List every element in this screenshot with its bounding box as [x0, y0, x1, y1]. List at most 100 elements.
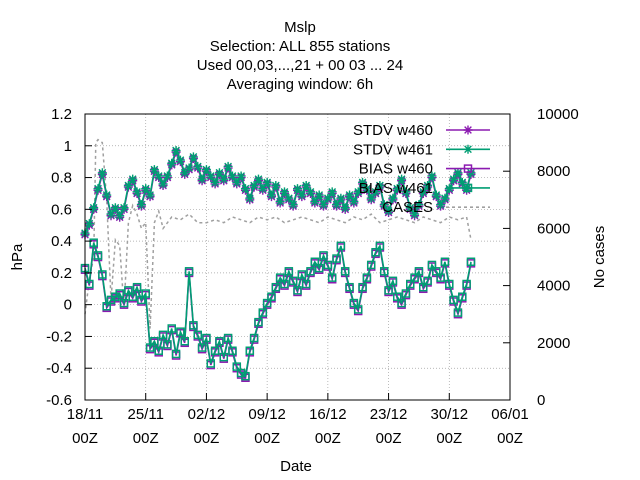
data-point-square: [171, 349, 181, 359]
x-tick-label-date: 02/12: [188, 406, 226, 423]
data-point-star: [214, 168, 224, 178]
data-point-star: [379, 200, 389, 210]
data-point-star: [123, 181, 133, 190]
data-point-square: [388, 276, 398, 286]
data-point-star: [440, 193, 450, 203]
data-point-star: [449, 174, 459, 184]
y-tick-label: 1.2: [51, 106, 72, 123]
series-line: [84, 138, 472, 329]
data-point-star: [253, 174, 263, 184]
x-tick-label-date: 30/12: [431, 406, 469, 423]
data-point-square: [228, 346, 237, 355]
x-tick-label-hour: 00Z: [315, 430, 341, 447]
data-point-star: [345, 190, 355, 200]
data-point-square: [267, 292, 276, 301]
data-point-star: [310, 196, 320, 206]
x-tick-label-hour: 00Z: [376, 430, 402, 447]
data-point-square: [202, 333, 211, 343]
data-point-square: [184, 267, 194, 276]
legend-label: CASES: [382, 199, 433, 216]
data-point-star: [332, 200, 342, 210]
data-point-square: [115, 289, 124, 298]
data-point-square: [102, 302, 111, 311]
data-point-star: [245, 193, 255, 203]
y-axis-label: hPa: [9, 243, 26, 270]
y2-tick-label: 6000: [537, 220, 570, 237]
y2-tick-label: 10000: [537, 106, 579, 123]
x-tick-label-date: 25/11: [127, 406, 163, 423]
data-point-star: [457, 177, 467, 187]
data-point-star: [97, 168, 107, 178]
data-point-square: [262, 298, 272, 308]
data-point-star: [141, 184, 151, 194]
series-cases: [84, 138, 472, 329]
y2-tick-label: 2000: [537, 335, 570, 352]
data-point-square: [258, 308, 268, 317]
data-point-square: [384, 286, 393, 295]
x-tick-label-date: 23/12: [370, 406, 408, 423]
data-point-star: [206, 171, 216, 181]
data-point-square: [349, 298, 359, 308]
legend-marker-square: [463, 164, 473, 173]
data-point-square: [392, 292, 402, 301]
data-point-square: [85, 279, 94, 289]
x-tick-label-hour: 00Z: [497, 430, 523, 447]
series-line: [84, 244, 472, 380]
data-point-star: [188, 152, 198, 162]
data-point-star: [232, 177, 242, 187]
data-point-square: [288, 276, 298, 286]
x-tick-label-date: 06/01: [491, 406, 529, 423]
data-point-star: [266, 190, 276, 200]
data-point-star: [184, 163, 194, 173]
data-point-square: [371, 247, 380, 257]
data-point-star: [371, 187, 381, 197]
data-point-star: [375, 181, 385, 190]
data-point-star: [262, 177, 272, 187]
x-axis-label: Date: [280, 458, 312, 475]
data-point-star: [227, 171, 237, 181]
data-point-square: [219, 352, 229, 362]
data-point-star: [397, 174, 407, 184]
data-point-square: [145, 343, 155, 352]
data-point-star: [405, 203, 415, 213]
plot-frame: [84, 113, 511, 401]
data-point-square: [275, 273, 285, 282]
legend-label: STDV w461: [353, 141, 433, 158]
data-point-star: [319, 200, 329, 210]
data-point-star: [223, 161, 233, 171]
data-point-star: [271, 181, 281, 190]
data-point-star: [180, 168, 190, 178]
x-tick-label-hour: 00Z: [436, 430, 462, 447]
data-point-square: [432, 267, 441, 276]
data-point-square: [232, 362, 242, 371]
data-point-star: [210, 177, 220, 187]
data-point-square: [206, 359, 216, 368]
data-point-star: [301, 181, 311, 190]
data-point-square: [440, 257, 450, 267]
data-point-square: [340, 267, 350, 276]
data-point-square: [119, 298, 129, 308]
data-point-square: [150, 336, 159, 346]
data-point-star: [102, 190, 112, 200]
data-point-star: [384, 206, 394, 216]
data-point-square: [406, 279, 415, 289]
data-point-square: [323, 260, 333, 270]
y-tick-label: 0: [64, 297, 72, 314]
legend-marker-star: [463, 144, 473, 154]
data-point-star: [293, 184, 302, 194]
data-point-square: [419, 282, 428, 292]
data-point-star: [288, 200, 298, 210]
data-point-square: [401, 289, 411, 298]
y-tick-label: 0.8: [51, 170, 72, 187]
data-point-star: [171, 146, 181, 156]
data-point-star: [167, 158, 177, 168]
data-point-star: [201, 165, 211, 175]
data-point-star: [410, 209, 420, 219]
data-point-square: [423, 276, 432, 286]
data-point-star: [193, 161, 203, 171]
y-tick-label: -0.6: [46, 392, 72, 409]
data-point-square: [414, 267, 424, 276]
legend-label: BIAS w460: [359, 161, 433, 178]
data-point-square: [353, 305, 363, 314]
